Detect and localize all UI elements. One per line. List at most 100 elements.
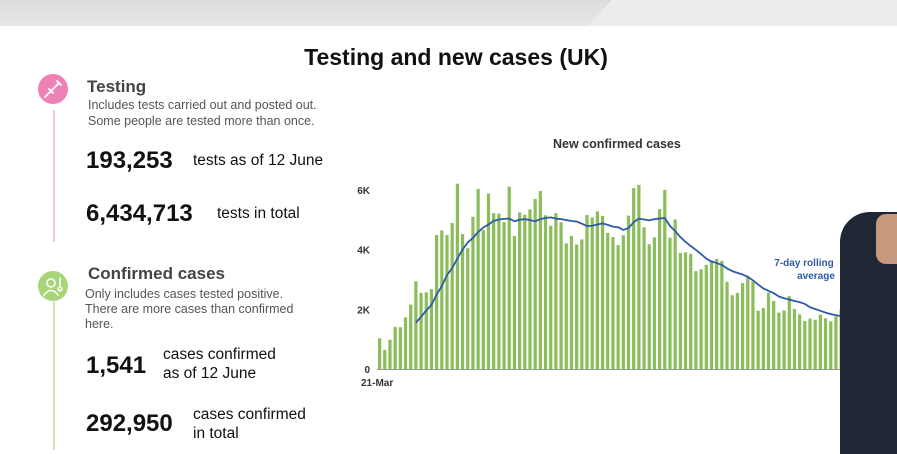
cases-divider: [53, 300, 55, 450]
presenter-face: [876, 214, 897, 264]
bar: [834, 316, 838, 369]
bar: [377, 338, 382, 369]
bar: [668, 237, 672, 369]
bar: [632, 188, 636, 369]
bar: [476, 189, 480, 369]
bar: [818, 314, 822, 369]
testing-divider: [53, 110, 55, 242]
bar: [398, 327, 402, 369]
bar: [756, 310, 760, 369]
bar: [735, 292, 740, 369]
bar: [445, 234, 449, 369]
cases-total-label-line1: cases confirmed: [193, 406, 306, 423]
bar: [497, 213, 501, 369]
bar: [766, 292, 771, 369]
bar: [419, 292, 423, 369]
syringe-icon: [38, 74, 68, 104]
person-thermometer-icon: [38, 271, 68, 301]
bar: [761, 308, 765, 369]
top-strip-shape: [0, 0, 612, 26]
bar: [600, 215, 605, 369]
bar: [528, 209, 532, 369]
bar: [502, 222, 506, 369]
cases-daily-value: 1,541: [86, 352, 147, 379]
bar: [709, 260, 714, 369]
bar: [435, 234, 439, 369]
bar: [663, 189, 667, 369]
bar: [611, 237, 615, 369]
rolling-average-line: [415, 216, 878, 324]
bar: [730, 295, 734, 369]
bar: [606, 232, 610, 369]
bar: [595, 211, 599, 369]
bar: [492, 213, 496, 369]
testing-desc-line2: Some people are tested more than once.: [88, 114, 315, 128]
testing-daily-label: tests as of 12 June: [193, 152, 324, 169]
bar: [637, 184, 641, 369]
bar: [772, 300, 776, 369]
bar: [559, 222, 563, 369]
bar: [792, 309, 797, 369]
bar: [523, 214, 527, 369]
bar: [647, 244, 651, 369]
cases-total-value: 292,950: [86, 410, 173, 437]
bar: [642, 227, 646, 369]
y-tick-label: 0: [364, 365, 370, 376]
rolling-average-annotation-line2: average: [797, 271, 835, 282]
bar: [683, 252, 688, 369]
testing-total-value: 6,434,713: [86, 200, 193, 227]
y-tick-label: 6K: [357, 186, 371, 197]
bar: [590, 217, 594, 369]
bar: [782, 310, 786, 369]
bar: [694, 271, 698, 369]
bar: [673, 219, 677, 369]
bar: [507, 186, 511, 369]
bar: [424, 292, 428, 369]
bar: [746, 276, 750, 369]
rolling-average-annotation-line1: 7-day rolling: [774, 258, 833, 269]
bar: [829, 321, 833, 369]
bar: [699, 269, 703, 369]
bar: [455, 183, 459, 369]
bar: [471, 216, 475, 369]
bar: [543, 215, 548, 369]
bar: [575, 244, 579, 369]
bar: [533, 198, 537, 369]
bar: [787, 296, 791, 369]
testing-daily-value: 193,253: [86, 147, 173, 174]
cases-desc-line3: here.: [85, 317, 114, 331]
bar: [798, 314, 802, 369]
cases-desc-line1: Only includes cases tested positive.: [85, 287, 284, 301]
top-strip: [0, 0, 897, 26]
testing-title: Testing: [87, 77, 147, 96]
x-start-label: 21-Mar: [361, 378, 393, 389]
bar: [460, 234, 465, 369]
bar: [813, 319, 817, 369]
bar: [383, 349, 387, 369]
bar: [414, 281, 418, 369]
bar: [549, 225, 553, 369]
bar: [409, 304, 413, 369]
bar: [740, 283, 745, 369]
bar: [564, 243, 568, 369]
y-tick-label: 2K: [357, 305, 371, 316]
bar: [569, 235, 574, 369]
y-tick-label: 4K: [357, 246, 371, 257]
bar: [751, 281, 755, 369]
bar: [720, 260, 724, 369]
bar: [512, 235, 517, 369]
bar: [580, 239, 584, 369]
bar: [658, 209, 662, 369]
bar: [440, 230, 444, 369]
bar: [823, 318, 828, 369]
bar: [777, 312, 781, 369]
bar: [585, 214, 589, 369]
cases-title: Confirmed cases: [88, 264, 225, 283]
cases-desc-line2: There are more cases than confirmed: [85, 302, 294, 316]
bar: [652, 237, 657, 369]
bar: [808, 318, 812, 369]
bar: [554, 213, 558, 369]
testing-desc-line1: Includes tests carried out and posted ou…: [88, 98, 317, 112]
bar: [621, 235, 625, 369]
bar: [518, 212, 522, 369]
